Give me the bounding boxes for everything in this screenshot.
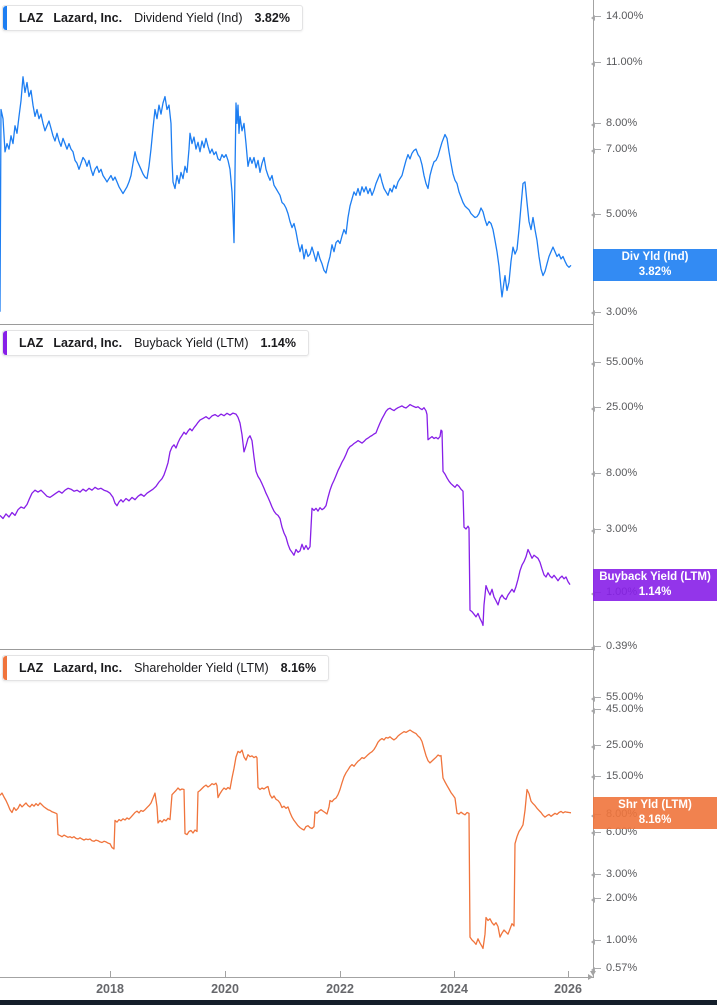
ticker-label: LAZ: [19, 11, 44, 25]
metric-label: Shareholder Yield (LTM): [134, 661, 269, 675]
y-axis-tick-icon: [591, 644, 601, 651]
y-axis-arrow-icon: [590, 971, 596, 976]
shareholder-yield-value-badge[interactable]: Shr Yld (LTM) 8.16%: [593, 796, 717, 829]
badge-series-label: Buyback Yield (LTM): [599, 570, 711, 583]
y-axis-label: 3.00%: [606, 523, 638, 535]
y-axis-label: 14.00%: [606, 10, 644, 22]
y-axis-tick-icon: [591, 966, 601, 973]
y-axis-label: 25.00%: [606, 739, 644, 751]
ticker-label: LAZ: [19, 661, 44, 675]
y-axis-tick-icon: [591, 405, 601, 412]
y-axis-label: 3.00%: [606, 867, 638, 880]
dividend-yield-line: [0, 76, 572, 312]
y-axis-tick-icon: [591, 121, 601, 128]
y-axis-tick-icon: [591, 147, 601, 154]
y-axis-label: 25.00%: [606, 401, 644, 414]
y-axis-tick-icon: [591, 527, 601, 534]
badge-series-value: 1.14%: [638, 585, 672, 598]
dividend-yield-plot: [0, 76, 572, 312]
y-axis-label: 7.00%: [606, 143, 638, 156]
badge-series-value: 3.82%: [638, 266, 672, 279]
y-axis-label: 6.00%: [606, 825, 638, 838]
pane-divider: [0, 649, 594, 650]
y-axis-tick-icon: [591, 14, 601, 21]
pane-buyback-yield: 55.00% 25.00% 8.00% 3.00% 1.00% 0.39% Buyback …: [0, 325, 717, 652]
metric-value: 3.82%: [254, 11, 290, 25]
series-header-buyback-yield[interactable]: LAZ Lazard, Inc. Buyback Yield (LTM) 1.1…: [2, 330, 309, 356]
y-axis-tick-icon: [591, 938, 601, 945]
x-axis-year-label: 2018: [96, 982, 124, 996]
y-axis-label: 1.00%: [606, 934, 638, 946]
y-axis-label: 55.00%: [606, 356, 644, 368]
ticker-label: LAZ: [19, 336, 44, 350]
shareholder-yield-plot: [0, 729, 572, 950]
y-axis-tick-icon: [591, 896, 601, 903]
y-axis-label: 3.00%: [606, 305, 638, 318]
y-axis-label: 8.00%: [606, 466, 638, 479]
y-axis-label: 15.00%: [606, 769, 644, 782]
buyback-yield-value-badge[interactable]: Buyback Yield (LTM) 1.14%: [593, 568, 717, 601]
x-axis-tick-icon: [110, 971, 111, 978]
series-color-bar: [3, 656, 7, 680]
x-axis-tick-icon: [568, 971, 569, 978]
company-label: Lazard, Inc.: [53, 336, 123, 350]
y-axis-tick-icon: [591, 872, 601, 878]
company-label: Lazard, Inc.: [53, 661, 123, 675]
x-axis-year-label: 2026: [554, 982, 582, 996]
y-axis-label: 11.00%: [606, 56, 643, 69]
buyback-yield-line: [0, 403, 571, 627]
y-axis-label: 1.00%: [606, 586, 638, 599]
badge-series-label: Div Yld (Ind): [621, 251, 689, 264]
series-color-bar: [3, 331, 7, 355]
y-axis-tick-icon: [591, 774, 601, 781]
pane-divider: [0, 324, 594, 325]
y-axis-tick-icon: [591, 707, 601, 714]
pane-shareholder-yield: 55.00% 45.00% 25.00% 15.00% 8.00% 6.00% 3.00% 2…: [0, 650, 717, 977]
buyback-yield-plot: [0, 403, 571, 627]
y-axis-tick-icon: [591, 60, 601, 67]
metric-value: 8.16%: [280, 661, 317, 675]
x-axis-tick-icon: [454, 971, 455, 978]
metric-label: Dividend Yield (Ind): [134, 11, 243, 25]
y-axis-label: 8.00%: [606, 808, 638, 820]
dividend-yield-value-badge[interactable]: Div Yld (Ind) 3.82%: [593, 249, 717, 282]
y-axis-label: 0.57%: [606, 962, 638, 974]
series-header-shareholder-yield[interactable]: LAZ Lazard, Inc. Shareholder Yield (LTM)…: [2, 655, 330, 681]
y-axis-tick-icon: [591, 360, 601, 367]
y-axis-tick-icon: [591, 812, 601, 819]
badge-series-label: Shr Yld (LTM): [618, 798, 692, 811]
series-header-dividend-yield[interactable]: LAZ Lazard, Inc. Dividend Yield (Ind) 3.…: [2, 5, 303, 31]
x-axis-year-label: 2024: [440, 982, 468, 996]
y-axis-tick-icon: [591, 471, 601, 478]
y-axis-label: 5.00%: [606, 207, 638, 220]
series-color-bar: [3, 6, 7, 30]
y-axis-tick-icon: [591, 695, 601, 702]
metric-value: 1.14%: [260, 336, 296, 350]
y-axis-label: 8.00%: [606, 117, 638, 130]
y-axis-tick-icon: [591, 743, 601, 750]
pane-dividend-yield: 14.00% 11.00% 8.00% 7.00% 5.00% 3.00% Div Yld …: [0, 0, 717, 325]
y-axis-tick-icon: [591, 590, 601, 597]
x-axis-line: [0, 977, 594, 978]
x-axis-tick-icon: [340, 971, 341, 978]
metric-label: Buyback Yield (LTM): [134, 336, 249, 350]
y-axis-line: [593, 0, 594, 977]
y-axis-tick-icon: [591, 310, 601, 317]
y-axis-label: 45.00%: [606, 703, 644, 716]
x-axis-year-label: 2020: [211, 982, 239, 996]
x-axis-year-label: 2022: [326, 982, 354, 996]
y-axis-tick-icon: [591, 212, 601, 219]
badge-series-value: 8.16%: [638, 813, 672, 826]
y-axis-label: 55.00%: [606, 691, 644, 704]
x-axis-tick-icon: [225, 971, 226, 978]
bottom-bar: [0, 1000, 717, 1005]
y-axis-tick-icon: [591, 830, 601, 836]
company-label: Lazard, Inc.: [53, 11, 123, 25]
y-axis-label: 2.00%: [606, 892, 638, 904]
x-axis-arrow-icon: [588, 974, 593, 980]
shareholder-yield-line: [0, 729, 572, 950]
